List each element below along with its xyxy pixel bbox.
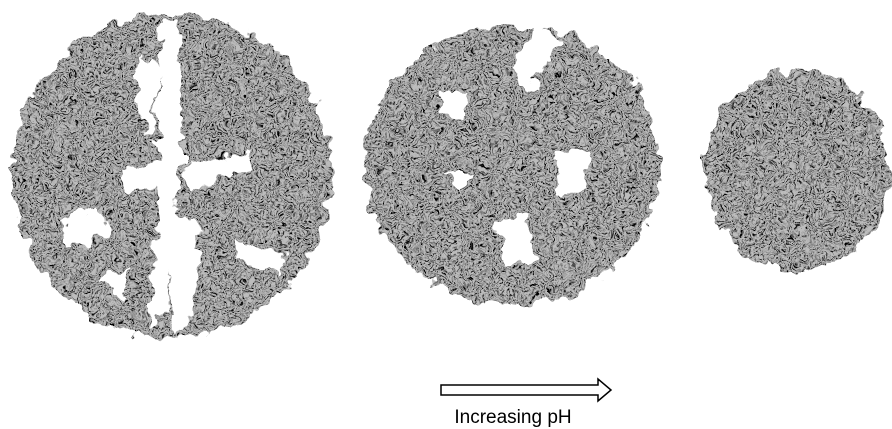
molecule-large bbox=[12, 13, 332, 337]
molecule-medium bbox=[364, 20, 660, 305]
arrow-label: Increasing pH bbox=[454, 407, 571, 428]
molecule-compact bbox=[705, 70, 889, 270]
arrow bbox=[440, 377, 613, 403]
